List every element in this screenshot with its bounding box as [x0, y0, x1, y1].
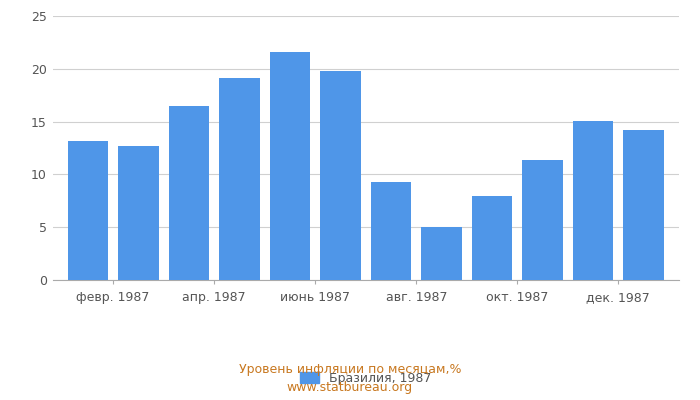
Bar [321, 71, 360, 280]
Bar [624, 130, 664, 280]
Bar [472, 196, 512, 280]
Bar [270, 52, 310, 280]
Bar [421, 227, 462, 280]
Bar [522, 160, 563, 280]
Bar [169, 106, 209, 280]
Bar [573, 120, 613, 280]
Bar [371, 182, 411, 280]
Bar [118, 146, 159, 280]
Text: www.statbureau.org: www.statbureau.org [287, 382, 413, 394]
Bar [68, 141, 108, 280]
Text: Уровень инфляции по месяцам,%: Уровень инфляции по месяцам,% [239, 364, 461, 376]
Legend: Бразилия, 1987: Бразилия, 1987 [300, 372, 431, 385]
Bar [219, 78, 260, 280]
